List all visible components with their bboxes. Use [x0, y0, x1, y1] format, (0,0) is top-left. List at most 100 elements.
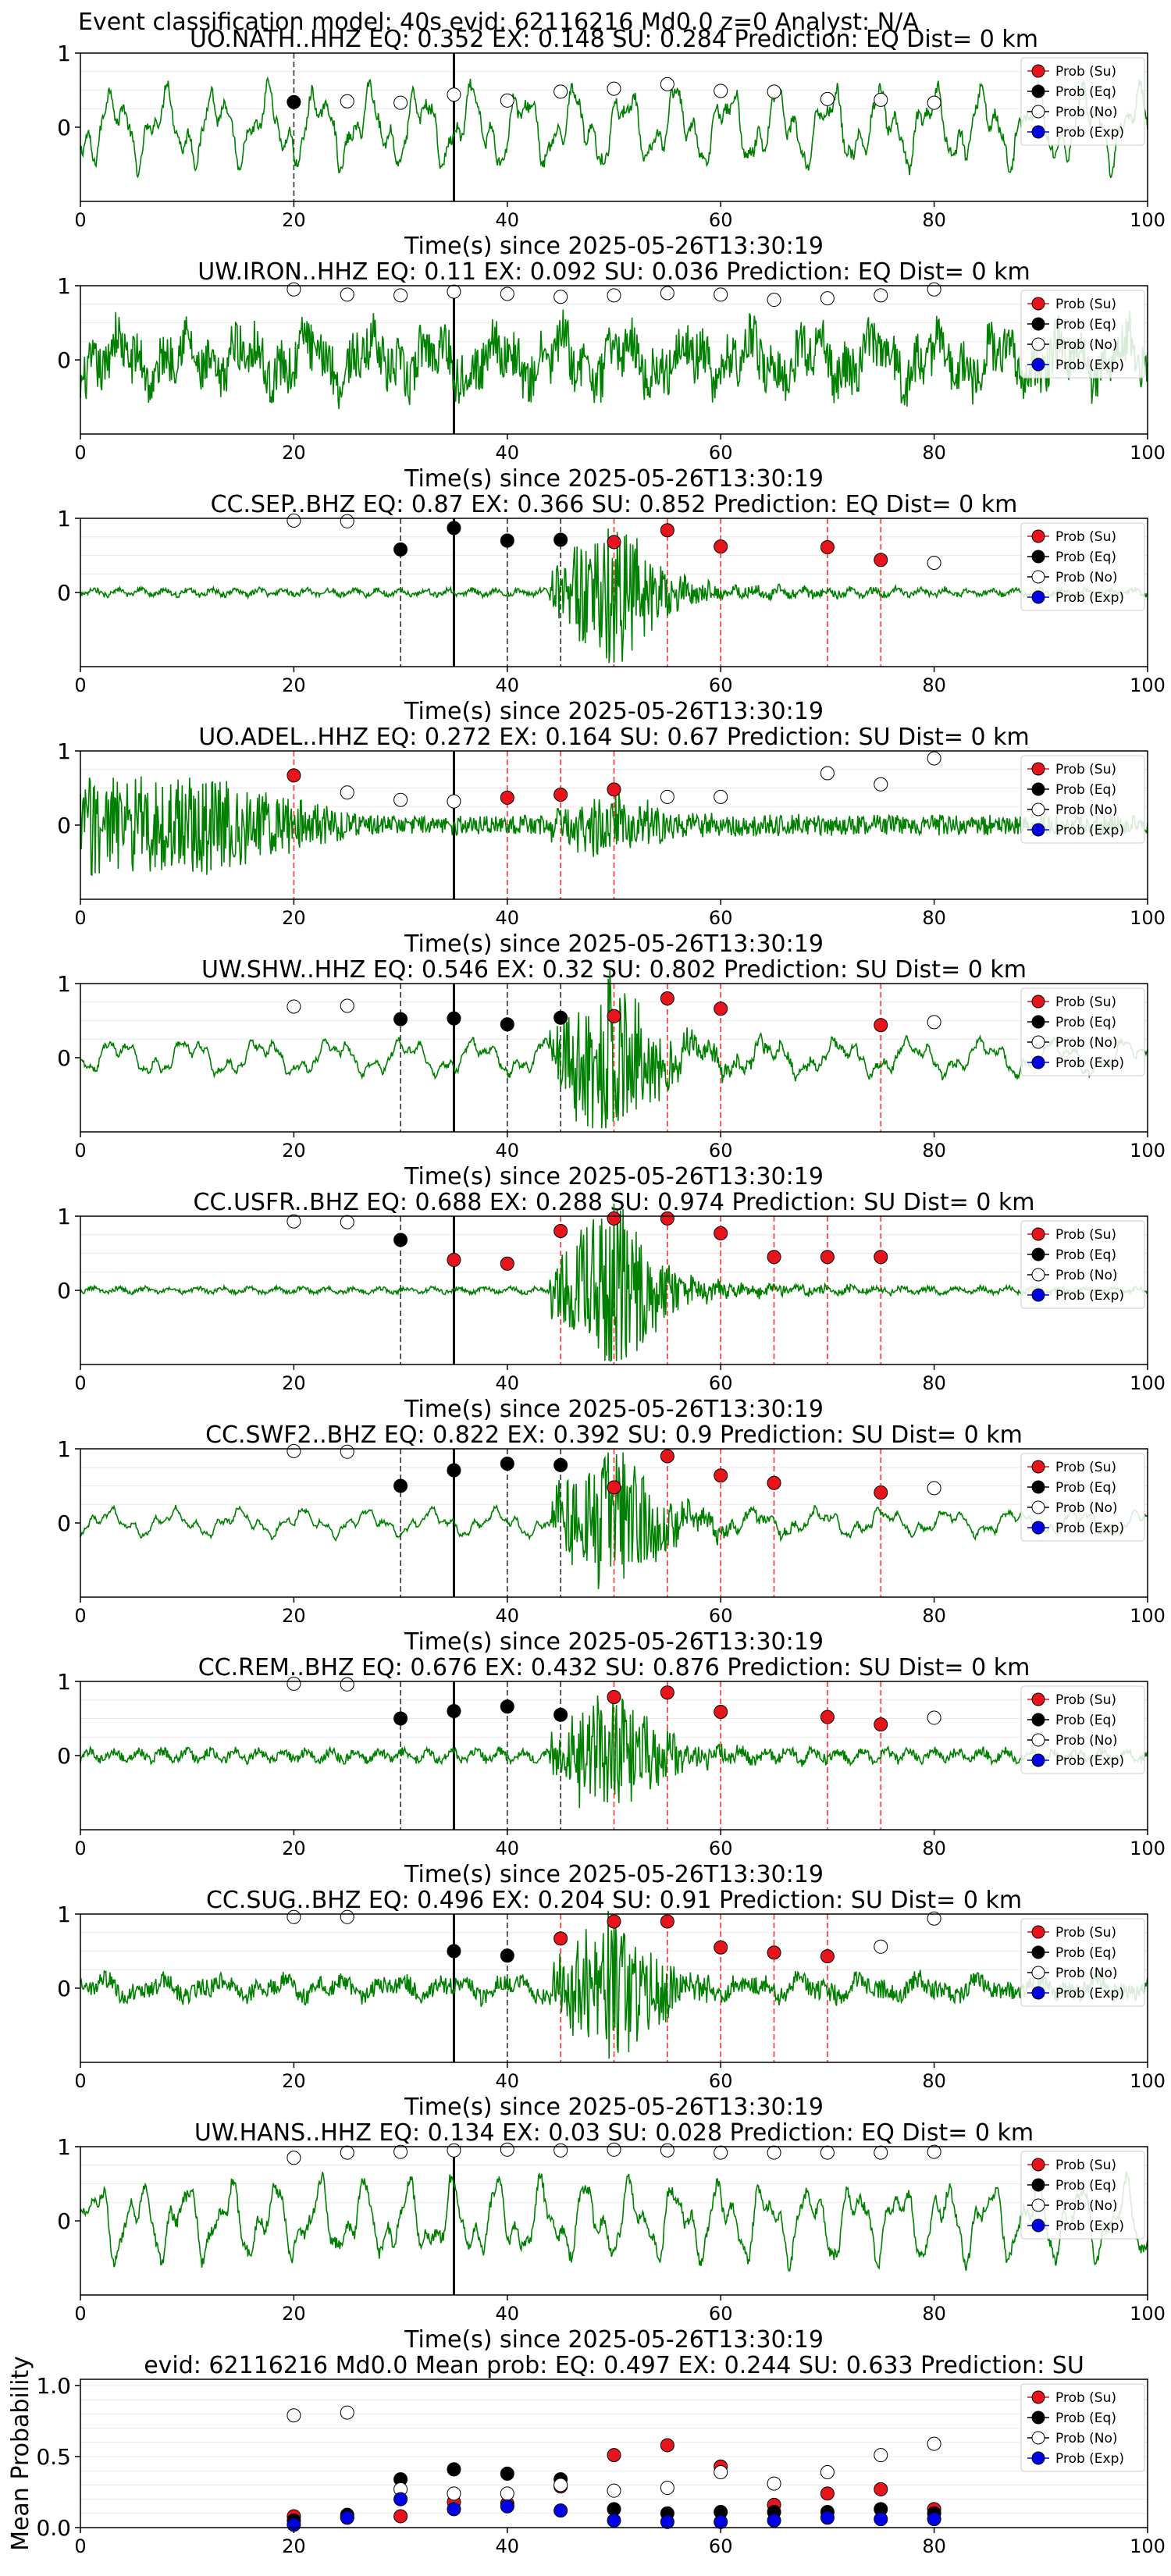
prob-point-su	[500, 1256, 514, 1271]
mean-point-exp	[340, 2510, 354, 2525]
mean-point-no	[287, 2408, 301, 2423]
mean-point-no	[607, 2483, 621, 2498]
mean-point-exp	[927, 2512, 941, 2527]
prob-point-no	[874, 92, 888, 107]
legend-marker-exp	[1031, 823, 1045, 837]
prob-point-no	[714, 789, 728, 804]
prob-point-no	[607, 288, 621, 303]
mean-point-su	[874, 2482, 888, 2496]
waveform-trace	[80, 528, 1148, 664]
waveform-trace	[80, 1452, 1148, 1589]
x-tick-label: 100	[1130, 2070, 1166, 2092]
legend-marker-su	[1031, 1227, 1045, 1241]
station-panel: CC.USFR..BHZ EQ: 0.688 EX: 0.288 SU: 0.9…	[57, 1189, 1166, 1423]
waveform-trace	[80, 1691, 1148, 1809]
prob-point-su	[660, 1211, 674, 1226]
station-panel: UW.SHW..HHZ EQ: 0.546 EX: 0.32 SU: 0.802…	[57, 956, 1166, 1190]
legend-label: Prob (Eq)	[1055, 1713, 1116, 1728]
y-tick-label: 0	[57, 115, 71, 141]
prob-point-no	[927, 1911, 941, 1926]
station-panel: CC.SEP..BHZ EQ: 0.87 EX: 0.366 SU: 0.852…	[57, 491, 1166, 725]
legend-box	[1020, 2383, 1145, 2472]
mean-point-exp	[714, 2514, 728, 2529]
x-tick-label: 0	[74, 674, 86, 696]
legend-box	[1020, 1453, 1145, 1542]
legend-marker-no	[1031, 2198, 1045, 2212]
legend-marker-su	[1031, 1692, 1045, 1706]
prob-point-no	[447, 794, 461, 809]
legend-marker-eq	[1031, 2178, 1045, 2192]
y-tick-label: 0	[57, 1278, 71, 1304]
station-panel: CC.SWF2..BHZ EQ: 0.822 EX: 0.392 SU: 0.9…	[57, 1421, 1166, 1656]
x-tick-label: 20	[282, 674, 306, 696]
legend-label: Prob (No)	[1055, 105, 1118, 120]
prob-point-eq	[500, 1948, 514, 1963]
x-tick-label: 40	[496, 907, 520, 929]
legend-label: Prob (Su)	[1055, 2390, 1116, 2406]
y-tick-label: 1	[57, 2134, 71, 2160]
prob-point-no	[340, 514, 354, 528]
legend-label: Prob (Su)	[1055, 64, 1116, 80]
x-tick-label: 20	[282, 209, 306, 231]
x-tick-label: 20	[282, 2535, 306, 2557]
legend-label: Prob (Exp)	[1055, 1753, 1124, 1769]
x-tick-label: 60	[709, 2070, 733, 2092]
x-tick-label: 20	[282, 442, 306, 464]
legend-label: Prob (Su)	[1055, 762, 1116, 777]
y-tick-label: 1	[57, 738, 71, 764]
prob-point-eq	[447, 1463, 461, 1478]
legend-marker-eq	[1031, 1945, 1045, 1959]
panel-title: UW.IRON..HHZ EQ: 0.11 EX: 0.092 SU: 0.03…	[198, 258, 1030, 286]
prob-point-eq	[553, 532, 568, 547]
mean-point-no	[767, 2476, 781, 2491]
prob-point-no	[714, 287, 728, 302]
legend-marker-no	[1031, 105, 1045, 119]
x-axis-label: Time(s) since 2025-05-26T13:30:19	[404, 1396, 824, 1423]
legend-marker-exp	[1031, 1521, 1045, 1535]
y-tick-label: 1	[57, 1669, 71, 1695]
prob-point-no	[767, 2145, 781, 2160]
prob-point-su	[553, 788, 568, 802]
x-axis-label: Time(s) since 2025-05-26T13:30:19	[404, 1163, 824, 1190]
prob-point-no	[553, 2143, 568, 2158]
y-tick-label: 0	[57, 347, 71, 373]
legend-label: Prob (Exp)	[1055, 590, 1124, 606]
waveform-trace	[80, 1203, 1148, 1363]
station-panel: UW.IRON..HHZ EQ: 0.11 EX: 0.092 SU: 0.03…	[57, 258, 1166, 493]
prob-point-no	[340, 1215, 354, 1229]
x-tick-label: 80	[922, 1140, 946, 1162]
prob-point-su	[607, 1689, 621, 1704]
prob-point-no	[287, 2151, 301, 2165]
legend-label: Prob (Su)	[1055, 1692, 1116, 1708]
prob-point-eq	[393, 542, 408, 557]
station-panel: CC.SUG..BHZ EQ: 0.496 EX: 0.204 SU: 0.91…	[57, 1887, 1166, 2121]
legend-label: Prob (Su)	[1055, 994, 1116, 1010]
legend-label: Prob (Su)	[1055, 297, 1116, 312]
legend-label: Prob (No)	[1055, 570, 1118, 585]
prob-point-no	[927, 2144, 941, 2159]
legend-label: Prob (Eq)	[1055, 84, 1116, 100]
legend-marker-su	[1031, 1925, 1045, 1939]
legend-label: Prob (No)	[1055, 337, 1118, 353]
legend-label: Prob (No)	[1055, 1035, 1118, 1051]
prob-point-su	[874, 1717, 888, 1732]
panel-title: CC.SUG..BHZ EQ: 0.496 EX: 0.204 SU: 0.91…	[206, 1887, 1022, 1914]
prob-point-eq	[393, 1711, 408, 1726]
legend-marker-exp	[1031, 590, 1045, 604]
x-tick-label: 80	[922, 1372, 946, 1394]
mean-point-eq	[447, 2462, 461, 2477]
prob-point-no	[287, 1214, 301, 1229]
x-tick-label: 40	[496, 1372, 520, 1394]
x-tick-label: 100	[1130, 1605, 1166, 1627]
x-tick-label: 20	[282, 2303, 306, 2325]
y-tick-label: 0	[57, 1045, 71, 1071]
legend-box	[1020, 1220, 1145, 1309]
x-tick-label: 60	[709, 674, 733, 696]
prob-point-no	[287, 999, 301, 1014]
mean-point-su	[393, 2509, 408, 2524]
mean-point-no	[660, 2481, 674, 2496]
x-tick-label: 40	[496, 674, 520, 696]
y-tick-label: 1	[57, 971, 71, 997]
mean-point-exp	[660, 2514, 674, 2529]
x-axis-label: Time(s) since 2025-05-26T13:30:19	[404, 1628, 824, 1656]
